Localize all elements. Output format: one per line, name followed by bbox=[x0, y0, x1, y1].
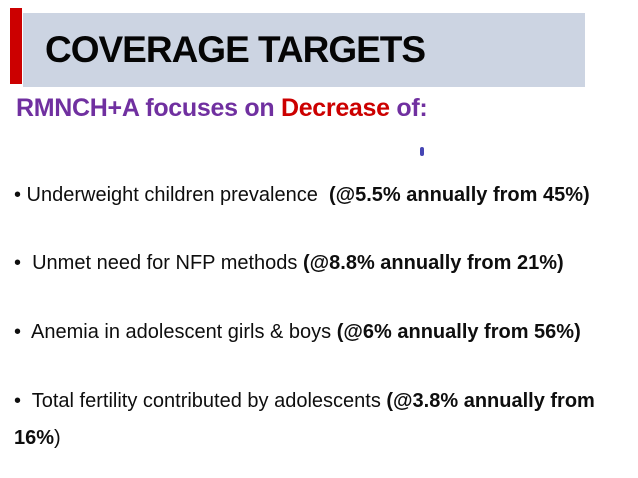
heading-segment-purple-2: of: bbox=[389, 94, 428, 122]
red-accent-bar bbox=[10, 8, 22, 84]
title-banner: COVERAGE TARGETS bbox=[23, 13, 585, 87]
heading-segment-red: Decrease bbox=[280, 94, 390, 122]
bullet-text-bold: (@5.5% annually from 45%) bbox=[328, 184, 590, 206]
bullet-line: • Unmet need for NFP methods (@8.8% annu… bbox=[14, 252, 564, 274]
bullet-text-bold: (@6% annually from 56%) bbox=[336, 321, 581, 343]
bullet-total-fertility: • Total fertility contributed by adolesc… bbox=[14, 387, 636, 453]
bullet-text-bold: (@3.8% annually from bbox=[386, 390, 595, 412]
bullet-text: ) bbox=[54, 427, 61, 449]
bullet-text: • Underweight children prevalence bbox=[14, 184, 329, 206]
small-tick-mark bbox=[420, 147, 424, 156]
bullet-line: • Underweight children prevalence (@5.5%… bbox=[14, 184, 590, 206]
bullet-text: • Anemia in adolescent girls & boys bbox=[14, 321, 337, 343]
heading-segment-purple: RMNCH+A focuses on bbox=[16, 94, 281, 122]
bullet-line-2: 16%) bbox=[14, 424, 636, 453]
slide-title: COVERAGE TARGETS bbox=[45, 29, 426, 70]
bullet-text: • Unmet need for NFP methods bbox=[14, 252, 303, 274]
bullet-underweight-children: • Underweight children prevalence (@5.5%… bbox=[14, 181, 636, 210]
bullet-text-bold: 16% bbox=[14, 427, 55, 449]
bullet-line-1: • Total fertility contributed by adolesc… bbox=[14, 387, 636, 416]
bullet-unmet-need-nfp: • Unmet need for NFP methods (@8.8% annu… bbox=[14, 249, 636, 278]
bullet-text: • Total fertility contributed by adolesc… bbox=[14, 390, 387, 412]
subtitle-heading: RMNCH+A focuses on Decrease of: bbox=[16, 94, 428, 123]
bullet-text-bold: (@8.8% annually from 21%) bbox=[302, 252, 564, 274]
bullet-line: • Anemia in adolescent girls & boys (@6%… bbox=[14, 321, 581, 343]
bullet-anemia-adolescents: • Anemia in adolescent girls & boys (@6%… bbox=[14, 318, 636, 347]
